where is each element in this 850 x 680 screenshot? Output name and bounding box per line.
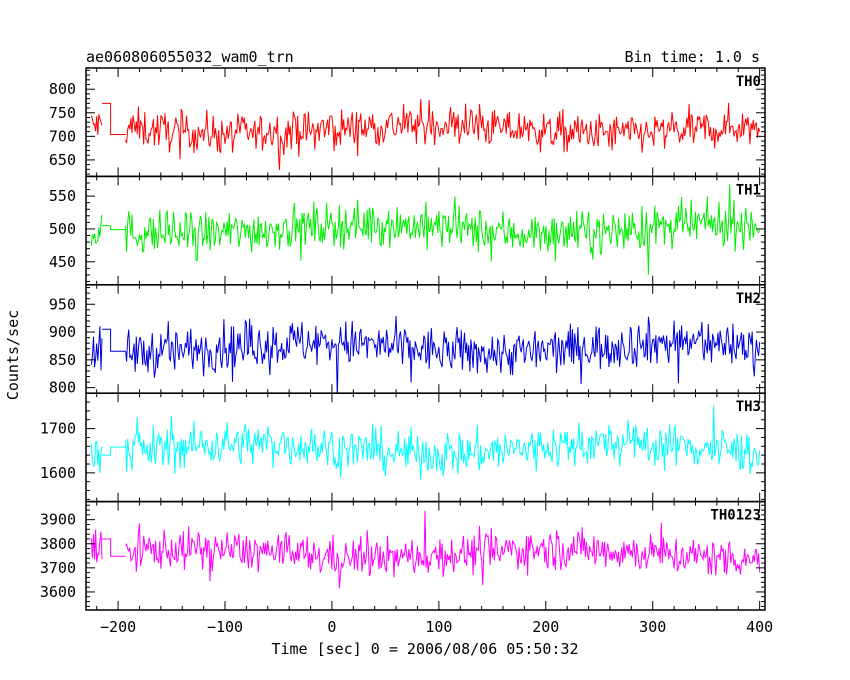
- panel-label-th0: TH0: [736, 74, 761, 90]
- y-tick-label-th0: 700: [49, 127, 76, 145]
- x-tick-label: −100: [207, 618, 243, 636]
- y-tick-label-th0123: 3600: [40, 583, 76, 601]
- y-tick-label-th3: 1700: [40, 420, 76, 438]
- x-tick-label: 0: [327, 618, 336, 636]
- series-line-th1: [90, 184, 761, 275]
- y-tick-label-th1: 550: [49, 187, 76, 205]
- y-tick-label-th0: 750: [49, 104, 76, 122]
- x-tick-label: 300: [639, 618, 666, 636]
- y-axis-label: Counts/sec: [4, 310, 22, 400]
- panel-label-th1: TH1: [736, 182, 761, 198]
- y-tick-label-th2: 850: [49, 351, 76, 369]
- y-tick-label-th0: 650: [49, 151, 76, 169]
- y-tick-label-th0123: 3800: [40, 535, 76, 553]
- y-tick-label-th1: 450: [49, 253, 76, 271]
- series-line-th0123: [90, 510, 761, 589]
- panel-label-th3: TH3: [736, 399, 761, 415]
- y-tick-label-th0: 800: [49, 80, 76, 98]
- y-tick-label-th0123: 3900: [40, 511, 76, 529]
- panel-frame-th1: [85, 175, 766, 286]
- y-tick-label-th2: 950: [49, 295, 76, 313]
- panel-label-th2: TH2: [736, 291, 761, 307]
- y-tick-label-th3: 1600: [40, 464, 76, 482]
- panels-group: 650 700 750 800 TH0 450 500 550 TH1 800 850 900 950 T…: [40, 67, 773, 636]
- chart-title: ae060806055032_wam0_trn: [86, 48, 294, 66]
- x-tick-label: 100: [425, 618, 452, 636]
- series-line-th2: [90, 315, 761, 394]
- x-tick-label: 200: [532, 618, 559, 636]
- series-line-th0: [90, 98, 761, 170]
- x-tick-label: 400: [746, 618, 773, 636]
- y-tick-label-th0123: 3700: [40, 559, 76, 577]
- y-tick-label-th1: 500: [49, 220, 76, 238]
- series-line-th3: [90, 405, 761, 480]
- panel-label-th0123: TH0123: [710, 508, 761, 524]
- y-tick-label-th2: 800: [49, 379, 76, 397]
- panel-frame-th0123: [85, 500, 766, 611]
- x-axis-label: Time [sec] 0 = 2006/08/06 05:50:32: [271, 640, 578, 658]
- y-tick-label-th2: 900: [49, 323, 76, 341]
- bin-time-label: Bin time: 1.0 s: [625, 48, 760, 66]
- x-tick-label: −200: [100, 618, 136, 636]
